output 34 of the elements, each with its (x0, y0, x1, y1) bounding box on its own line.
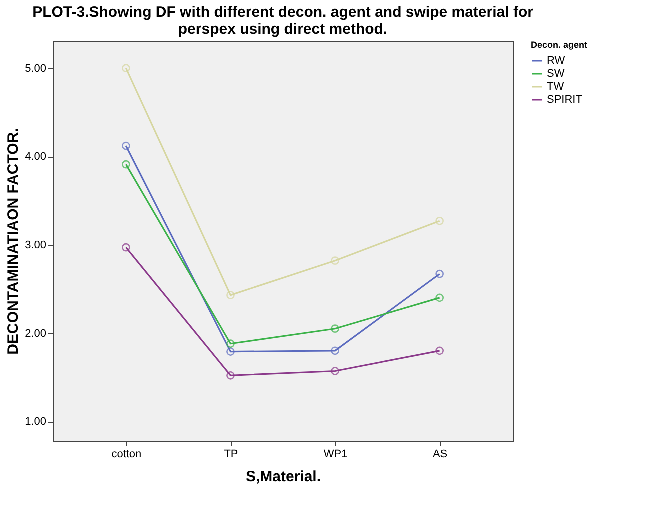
point (226, 348, 235, 356)
point (436, 346, 444, 356)
text: perspex using direct method. (178, 21, 388, 38)
point (436, 294, 444, 302)
point (226, 340, 235, 348)
y-tick-label: 1.00 (25, 416, 46, 428)
y-tick-label: 2.00 (25, 328, 46, 340)
x-tick-label: cotton (112, 448, 142, 460)
legend-label: SPIRIT (547, 94, 583, 106)
point (226, 291, 235, 300)
point (436, 270, 444, 278)
point (331, 324, 340, 334)
y-tick-label: 3.00 (25, 239, 46, 252)
point (331, 367, 340, 376)
x-tick-label: AS (432, 448, 448, 460)
x-tick-label: TP (224, 448, 238, 460)
point (331, 346, 340, 356)
legend-title: Decon. agent (531, 40, 588, 50)
legend-label: RW (547, 55, 566, 67)
point (122, 243, 130, 252)
x-axis-title: S,Material. (246, 468, 322, 486)
x-tick-label: WP1 (324, 448, 348, 460)
point (122, 142, 130, 150)
text: PLOT-3.Showing DF with different decon. agent and swipe material for (32, 4, 534, 21)
legend-label: SW (547, 68, 566, 80)
point (226, 371, 235, 380)
y-tick-label: 4.00 (25, 151, 46, 164)
point (436, 216, 444, 226)
point (331, 256, 340, 266)
y-tick-label: 5.00 (25, 62, 46, 75)
legend-label: TW (547, 81, 565, 93)
point (122, 160, 130, 169)
point (122, 64, 130, 73)
y-axis-title: DECONTAMINATIAON FACTOR. (5, 128, 22, 355)
